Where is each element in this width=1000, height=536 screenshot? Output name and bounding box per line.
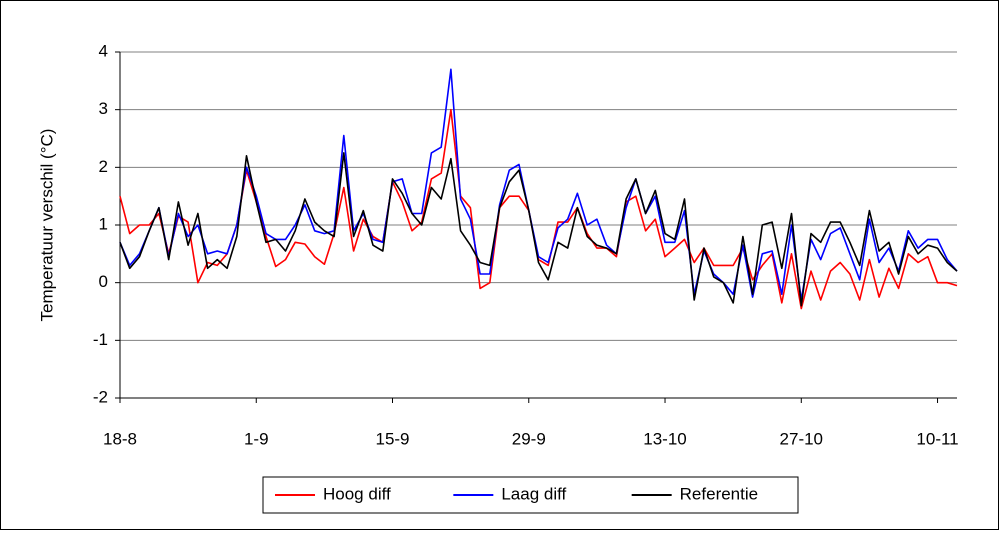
legend-box <box>262 476 799 514</box>
y-tick-label: 3 <box>99 99 108 118</box>
series-line <box>119 152 958 307</box>
y-tick-label: -2 <box>93 387 108 406</box>
y-tick-label: 2 <box>99 157 108 176</box>
y-tick-label: 0 <box>99 272 108 291</box>
x-tick-label: 13-10 <box>643 429 686 448</box>
legend-label: Referentie <box>680 484 758 503</box>
legend-label: Laag diff <box>501 484 566 503</box>
y-tick-label: 1 <box>99 214 108 233</box>
y-tick-label: 4 <box>99 41 108 60</box>
x-tick-label: 1-9 <box>244 429 269 448</box>
x-tick-label: 18-8 <box>103 429 137 448</box>
legend-label: Hoog diff <box>323 484 391 503</box>
x-tick-label: 27-10 <box>780 429 823 448</box>
x-tick-label: 29-9 <box>512 429 546 448</box>
x-tick-label: 10-11 <box>916 429 958 448</box>
x-tick-label: 15-9 <box>375 429 409 448</box>
y-axis-title: Temperatuur verschil (°C) <box>37 129 56 322</box>
y-tick-label: -1 <box>93 330 108 349</box>
series-line <box>119 68 958 301</box>
